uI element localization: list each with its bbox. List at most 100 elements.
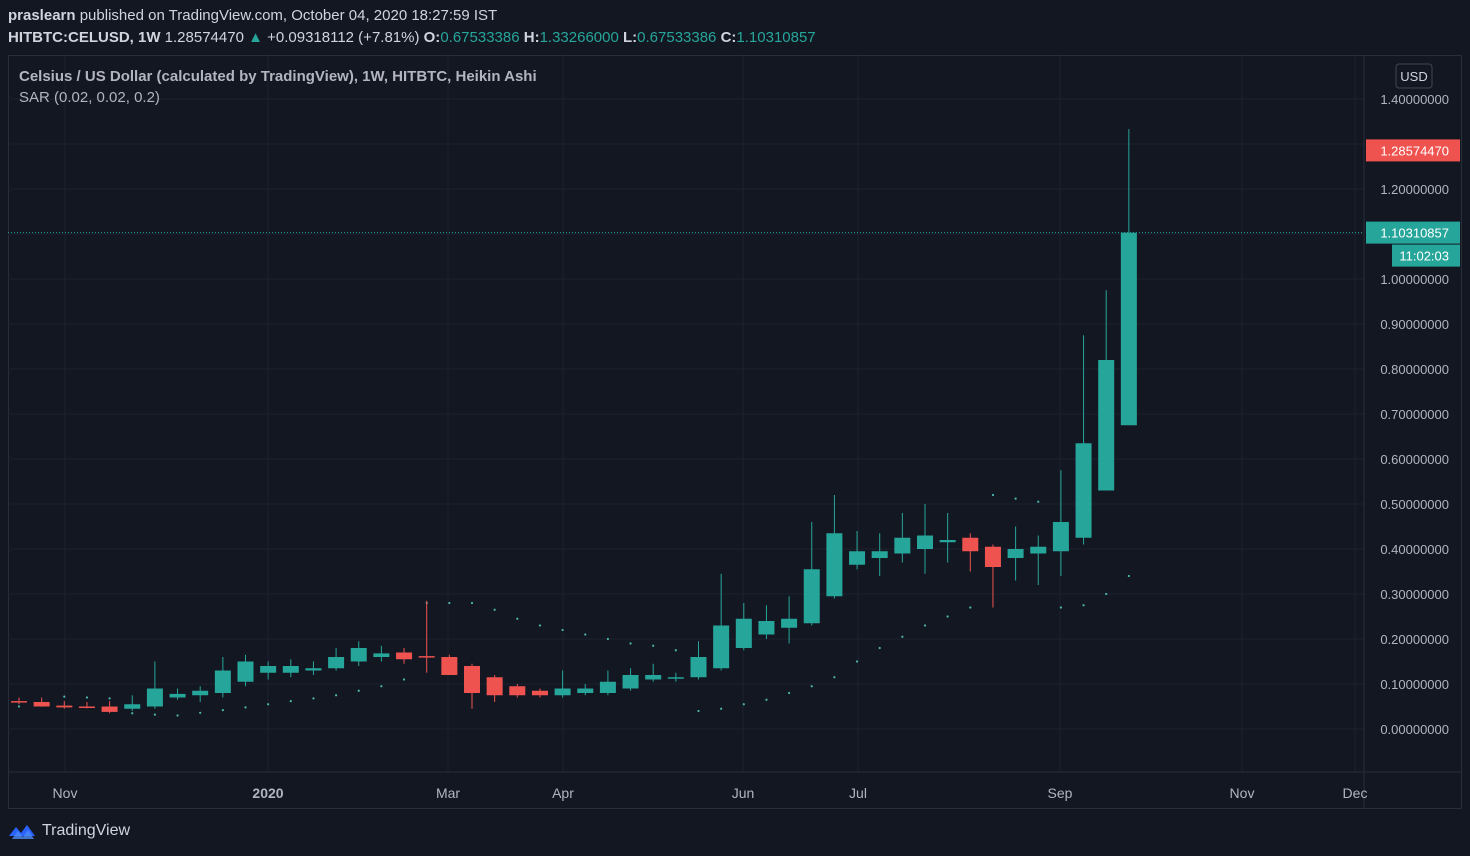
- candle[interactable]: [373, 645, 390, 662]
- candle[interactable]: [1120, 129, 1137, 426]
- candle[interactable]: [486, 675, 503, 702]
- sar-dot: [923, 624, 927, 627]
- sar-dot: [652, 644, 655, 647]
- candle[interactable]: [871, 533, 888, 576]
- candle[interactable]: [939, 513, 956, 563]
- candle[interactable]: [396, 648, 413, 664]
- candle[interactable]: [735, 603, 752, 651]
- sar-dot: [584, 633, 587, 636]
- candle-body: [622, 675, 639, 689]
- candle[interactable]: [1098, 290, 1115, 491]
- candle-body: [1075, 443, 1092, 538]
- candle-body: [373, 653, 390, 657]
- candle-body: [1120, 232, 1137, 426]
- candle[interactable]: [667, 672, 684, 682]
- candle[interactable]: [11, 697, 27, 705]
- candle[interactable]: [328, 648, 345, 671]
- time-tick-label: Jul: [849, 785, 867, 801]
- price-tick-label: 0.90000000: [1380, 317, 1449, 332]
- sar-dot: [402, 678, 406, 681]
- time-tick-label: Nov: [1230, 785, 1255, 801]
- sar-dot: [765, 698, 768, 701]
- candle[interactable]: [418, 600, 435, 673]
- legend-indicator[interactable]: SAR (0.02, 0.02, 0.2): [19, 89, 160, 106]
- candle[interactable]: [260, 661, 277, 680]
- candle[interactable]: [1030, 535, 1047, 586]
- candle[interactable]: [758, 605, 775, 639]
- candle[interactable]: [849, 531, 866, 570]
- candle[interactable]: [441, 654, 458, 675]
- sar-dot: [448, 601, 451, 605]
- candle[interactable]: [350, 641, 367, 666]
- candle[interactable]: [1007, 526, 1024, 581]
- sar-dot: [153, 713, 156, 716]
- candle[interactable]: [101, 701, 118, 714]
- sar-dot: [788, 691, 791, 695]
- legend: Celsius / US Dollar (calculated by Tradi…: [19, 68, 537, 106]
- time-tick-label: Sep: [1048, 785, 1073, 801]
- last-price-tag-label: 1.28574470: [1380, 143, 1449, 158]
- candle[interactable]: [622, 668, 639, 691]
- candle[interactable]: [894, 513, 911, 563]
- chart-svg[interactable]: 1.400000001.300000001.200000001.10000000…: [8, 55, 1462, 809]
- sar-dot: [1105, 592, 1108, 596]
- chart-container[interactable]: 1.400000001.300000001.200000001.10000000…: [8, 55, 1462, 809]
- candle-series[interactable]: [8, 129, 1364, 714]
- sar-dot: [1082, 604, 1085, 607]
- candle-body: [464, 666, 480, 693]
- candle[interactable]: [214, 657, 231, 698]
- candle[interactable]: [554, 670, 571, 698]
- candle[interactable]: [962, 533, 979, 572]
- candle[interactable]: [78, 702, 95, 709]
- candle[interactable]: [713, 573, 730, 671]
- candle[interactable]: [803, 522, 820, 626]
- candle[interactable]: [124, 695, 141, 711]
- candle[interactable]: [1075, 335, 1092, 545]
- candle[interactable]: [599, 670, 616, 696]
- sar-dot: [629, 642, 632, 645]
- sar-dot: [244, 706, 247, 709]
- candle[interactable]: [169, 688, 186, 700]
- currency-badge[interactable]: USD: [1395, 63, 1433, 89]
- price-axis[interactable]: 1.400000001.300000001.200000001.10000000…: [1380, 92, 1449, 737]
- candle[interactable]: [781, 596, 798, 644]
- sar-dot: [606, 637, 610, 641]
- candle[interactable]: [282, 659, 299, 678]
- candle[interactable]: [146, 661, 163, 709]
- candle[interactable]: [826, 495, 843, 599]
- sar-dot: [493, 608, 496, 611]
- candle-body: [509, 686, 526, 696]
- candle-body: [1030, 546, 1047, 554]
- price-tick-label: 0.80000000: [1380, 362, 1449, 377]
- candle-body: [826, 533, 843, 597]
- price-tick-label: 0.70000000: [1380, 407, 1449, 422]
- candle[interactable]: [305, 661, 322, 676]
- candle[interactable]: [645, 663, 662, 682]
- candle[interactable]: [192, 686, 209, 702]
- candle-body: [1098, 360, 1115, 491]
- candle[interactable]: [1052, 470, 1069, 576]
- candle-body: [871, 551, 888, 558]
- candle[interactable]: [33, 697, 50, 707]
- candle[interactable]: [690, 641, 707, 680]
- candle[interactable]: [56, 701, 73, 709]
- time-axis[interactable]: Nov 2020 Mar Apr Jun Jul Sep Nov Dec: [53, 785, 1368, 801]
- currency-label: USD: [1400, 69, 1427, 84]
- candle[interactable]: [237, 654, 254, 687]
- sar-dot: [108, 697, 111, 700]
- candle[interactable]: [984, 544, 1001, 608]
- candle-body: [1052, 522, 1069, 552]
- publisher-name[interactable]: praslearn: [8, 7, 76, 24]
- candle[interactable]: [464, 663, 480, 709]
- sar-dot: [131, 712, 134, 715]
- sar-series: [17, 493, 1130, 717]
- sar-dot: [85, 696, 89, 699]
- candle[interactable]: [509, 684, 526, 698]
- candle[interactable]: [917, 504, 933, 574]
- candle[interactable]: [577, 684, 594, 696]
- footer-brand[interactable]: TradingView: [8, 822, 130, 840]
- candle-body: [1007, 549, 1024, 558]
- candle[interactable]: [531, 688, 548, 698]
- candle-body: [962, 537, 979, 552]
- candle-body: [758, 621, 775, 635]
